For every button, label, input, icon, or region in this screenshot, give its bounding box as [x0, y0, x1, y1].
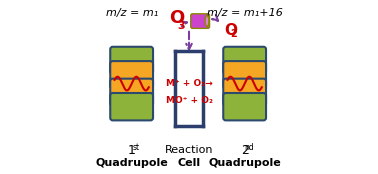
FancyBboxPatch shape: [223, 47, 266, 74]
Text: 2: 2: [230, 29, 237, 39]
FancyBboxPatch shape: [223, 61, 266, 89]
Text: M⁺ + O₃→: M⁺ + O₃→: [166, 79, 212, 88]
Text: Quadrupole: Quadrupole: [95, 158, 168, 168]
Text: nd: nd: [245, 143, 254, 152]
Ellipse shape: [205, 15, 209, 27]
Text: O: O: [224, 23, 237, 38]
Text: m/z = m₁+16: m/z = m₁+16: [207, 8, 283, 18]
Text: Quadrupole: Quadrupole: [208, 158, 281, 168]
FancyBboxPatch shape: [191, 14, 209, 28]
Text: Reaction: Reaction: [165, 145, 213, 155]
FancyBboxPatch shape: [223, 93, 266, 120]
Text: st: st: [132, 143, 139, 152]
FancyBboxPatch shape: [110, 79, 153, 106]
FancyBboxPatch shape: [223, 79, 266, 106]
FancyBboxPatch shape: [110, 61, 153, 89]
Text: MO⁺ + O₂: MO⁺ + O₂: [166, 96, 212, 105]
FancyBboxPatch shape: [110, 47, 153, 74]
Text: O: O: [169, 9, 184, 27]
Text: m/z = m₁: m/z = m₁: [105, 8, 158, 18]
Text: 3: 3: [178, 21, 185, 31]
Text: 2: 2: [241, 144, 249, 157]
Text: 1: 1: [128, 144, 136, 157]
FancyBboxPatch shape: [110, 93, 153, 120]
Text: Cell: Cell: [177, 158, 201, 168]
